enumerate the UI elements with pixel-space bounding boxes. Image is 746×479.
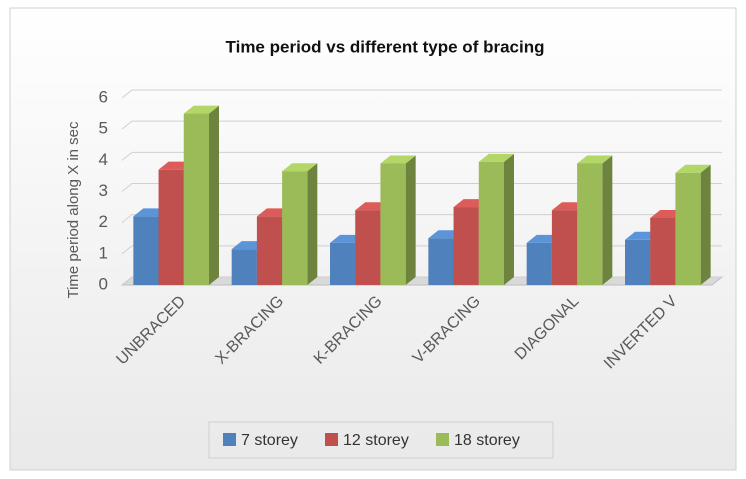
bar bbox=[231, 249, 257, 285]
bar bbox=[650, 217, 676, 285]
bar-side bbox=[602, 155, 613, 285]
bar bbox=[256, 216, 283, 285]
bar bbox=[133, 216, 159, 285]
bar bbox=[183, 113, 209, 285]
bar-side bbox=[307, 163, 318, 285]
legend-swatch bbox=[436, 433, 449, 446]
bar-side bbox=[700, 164, 711, 285]
chart-title: Time period vs different type of bracing bbox=[226, 37, 545, 56]
bar-top bbox=[577, 155, 613, 164]
y-tick-label: 4 bbox=[99, 150, 108, 169]
bar-top bbox=[675, 164, 711, 173]
bar bbox=[158, 169, 184, 285]
grid-line bbox=[121, 183, 722, 192]
legend-label: 7 storey bbox=[241, 432, 298, 449]
bar bbox=[282, 171, 308, 285]
bar bbox=[428, 238, 454, 285]
legend-label: 18 storey bbox=[454, 432, 520, 449]
bar bbox=[355, 210, 381, 285]
y-tick-label: 3 bbox=[99, 181, 108, 200]
y-tick-label: 5 bbox=[99, 119, 108, 138]
y-tick-label: 2 bbox=[99, 212, 108, 231]
grid-line bbox=[121, 245, 722, 255]
y-axis-title: Time period along X in sec bbox=[65, 121, 82, 299]
bar-side bbox=[503, 153, 514, 285]
bar bbox=[380, 163, 406, 285]
bar bbox=[675, 172, 701, 285]
grid-line bbox=[121, 151, 722, 161]
grid-line bbox=[121, 214, 722, 224]
y-tick-label: 1 bbox=[99, 243, 108, 262]
bar bbox=[526, 242, 552, 285]
legend: 7 storey 12 storey 18 storey bbox=[208, 421, 554, 459]
bar bbox=[330, 242, 356, 285]
bar-side bbox=[405, 155, 416, 285]
grid-line bbox=[121, 89, 722, 99]
legend-box bbox=[208, 421, 554, 459]
grid-line bbox=[121, 120, 722, 130]
bar-top bbox=[183, 105, 219, 114]
bar bbox=[453, 207, 479, 285]
bar-top bbox=[478, 153, 514, 162]
y-tick-label: 6 bbox=[99, 87, 108, 106]
bar-top bbox=[282, 163, 318, 172]
bar-side bbox=[208, 105, 219, 285]
bar-top bbox=[380, 155, 416, 164]
bar bbox=[625, 239, 651, 285]
legend-swatch bbox=[223, 433, 236, 446]
legend-swatch bbox=[325, 433, 338, 446]
bar bbox=[478, 161, 504, 285]
bar bbox=[551, 210, 578, 285]
y-tick-label: 0 bbox=[99, 274, 108, 293]
grid-line bbox=[121, 276, 722, 286]
legend-label: 12 storey bbox=[343, 432, 409, 449]
bar bbox=[577, 163, 603, 285]
